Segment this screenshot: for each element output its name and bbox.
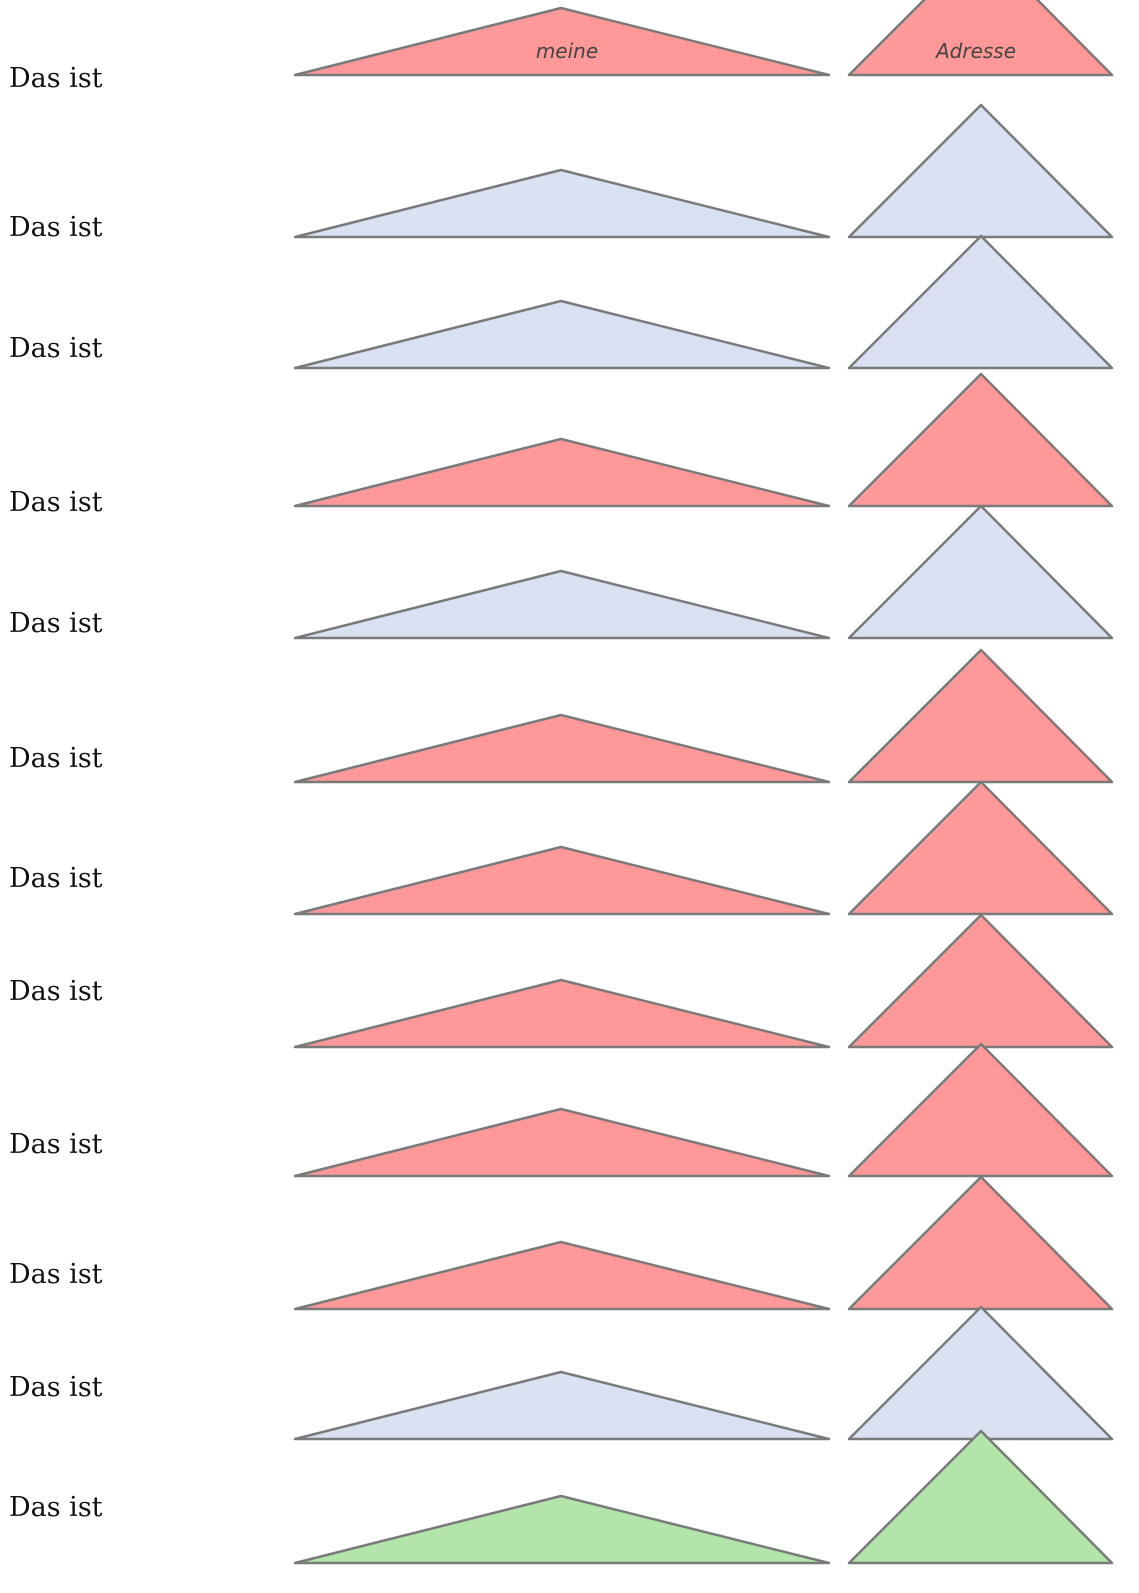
row-label: Das ist <box>9 333 103 364</box>
tall-triangle <box>847 913 1114 1049</box>
row-label: Das ist <box>9 1372 103 1403</box>
tall-triangle <box>847 780 1114 916</box>
diagram-row: Das ist <box>9 1305 1114 1441</box>
wide-triangle-word: meine <box>536 39 598 63</box>
row-label: Das ist <box>9 863 103 894</box>
diagram-row: Das ist <box>9 780 1114 916</box>
tall-triangle <box>847 103 1114 239</box>
wide-triangle <box>293 1494 831 1565</box>
diagram-row: Das ist <box>9 504 1114 640</box>
tall-triangle <box>847 0 1114 77</box>
wide-triangle <box>293 978 831 1049</box>
wide-triangle <box>293 713 831 784</box>
wide-triangle <box>293 299 831 370</box>
tall-triangle <box>847 234 1114 370</box>
tall-triangle <box>847 504 1114 640</box>
wide-triangle <box>293 1370 831 1441</box>
diagram-row: Das ist <box>9 103 1114 243</box>
row-label: Das ist <box>9 1492 103 1523</box>
diagram-row: Das ist <box>9 1429 1114 1565</box>
wide-triangle <box>293 845 831 916</box>
diagram-row: Das ist meine Adresse <box>9 0 1114 94</box>
diagram-row: Das ist <box>9 913 1114 1049</box>
diagram-row: Das ist <box>9 372 1114 518</box>
diagram-row: Das ist <box>9 1042 1114 1178</box>
diagram-row: Das ist <box>9 1175 1114 1311</box>
tall-triangle <box>847 1042 1114 1178</box>
row-label: Das ist <box>9 63 103 94</box>
tall-triangle <box>847 648 1114 784</box>
row-label: Das ist <box>9 487 103 518</box>
tall-triangle <box>847 1429 1114 1565</box>
row-label: Das ist <box>9 212 103 243</box>
wide-triangle <box>293 6 831 77</box>
row-label: Das ist <box>9 1259 103 1290</box>
wide-triangle <box>293 437 831 508</box>
row-label: Das ist <box>9 608 103 639</box>
tall-triangle <box>847 1175 1114 1311</box>
diagram-row: Das ist <box>9 234 1114 370</box>
row-label: Das ist <box>9 743 103 774</box>
row-label: Das ist <box>9 1129 103 1160</box>
diagram-row: Das ist <box>9 648 1114 784</box>
wide-triangle <box>293 168 831 239</box>
wide-triangle <box>293 1107 831 1178</box>
tall-triangle <box>847 1305 1114 1441</box>
row-label: Das ist <box>9 976 103 1007</box>
wide-triangle <box>293 569 831 640</box>
tall-triangle-word: Adresse <box>934 39 1016 63</box>
wide-triangle <box>293 1240 831 1311</box>
tall-triangle <box>847 372 1114 508</box>
